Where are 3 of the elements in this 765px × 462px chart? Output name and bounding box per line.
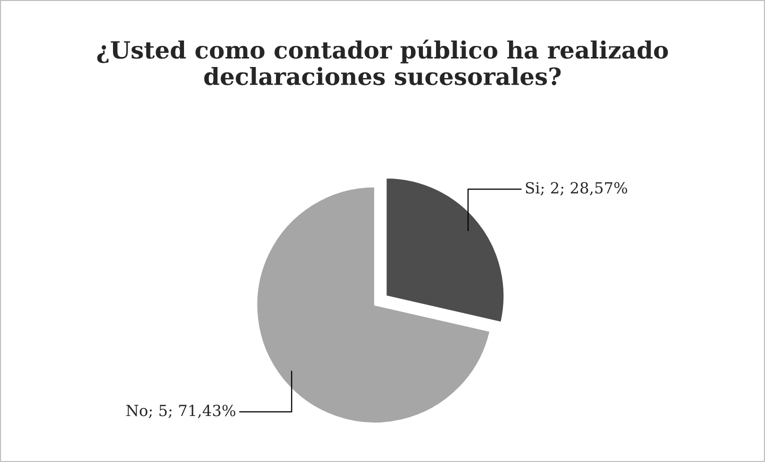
chart-title: ¿Usted como contador público ha realizado declaraciones sucesorales? — [97, 40, 668, 86]
slice-label: Si; 2; 28,57% — [526, 182, 628, 196]
slice-label: No; 5; 71,43% — [126, 404, 236, 418]
